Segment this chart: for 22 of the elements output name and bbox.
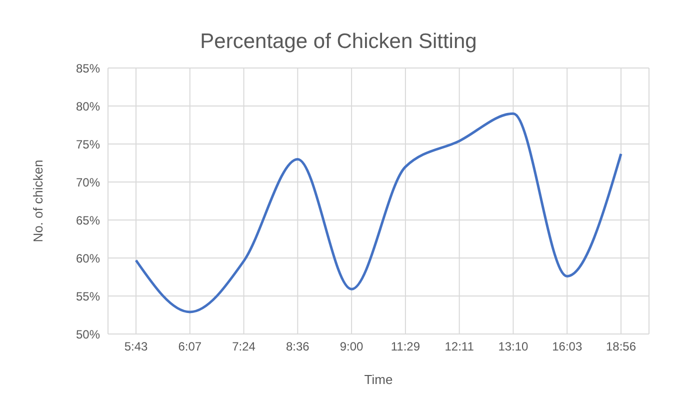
x-tick-label: 16:03 bbox=[552, 340, 582, 354]
x-tick-label: 5:43 bbox=[124, 340, 148, 354]
y-tick-label: 75% bbox=[76, 137, 100, 152]
y-tick-label: 60% bbox=[76, 251, 100, 266]
x-tick-label: 11:29 bbox=[390, 340, 420, 354]
x-tick-label: 8:36 bbox=[286, 340, 310, 354]
y-tick-label: 55% bbox=[76, 289, 100, 304]
x-tick-label: 12:11 bbox=[444, 340, 474, 354]
x-tick-label: 13:10 bbox=[498, 340, 529, 354]
line-series bbox=[134, 112, 622, 314]
x-tick-label: 18:56 bbox=[606, 340, 636, 354]
y-tick-label: 70% bbox=[76, 175, 100, 190]
y-tick-label: 85% bbox=[76, 61, 100, 76]
x-tick-label: 6:07 bbox=[178, 340, 202, 354]
x-tick-label: 7:24 bbox=[232, 340, 256, 354]
y-axis-title: No. of chicken bbox=[30, 160, 46, 242]
y-tick-label: 50% bbox=[76, 327, 100, 342]
chart-title: Percentage of Chicken Sitting bbox=[199, 30, 478, 54]
y-tick-label: 65% bbox=[76, 213, 100, 228]
y-tick-label: 80% bbox=[76, 99, 100, 114]
x-tick-label: 9:00 bbox=[340, 340, 364, 354]
x-axis-title: Time bbox=[364, 372, 393, 387]
